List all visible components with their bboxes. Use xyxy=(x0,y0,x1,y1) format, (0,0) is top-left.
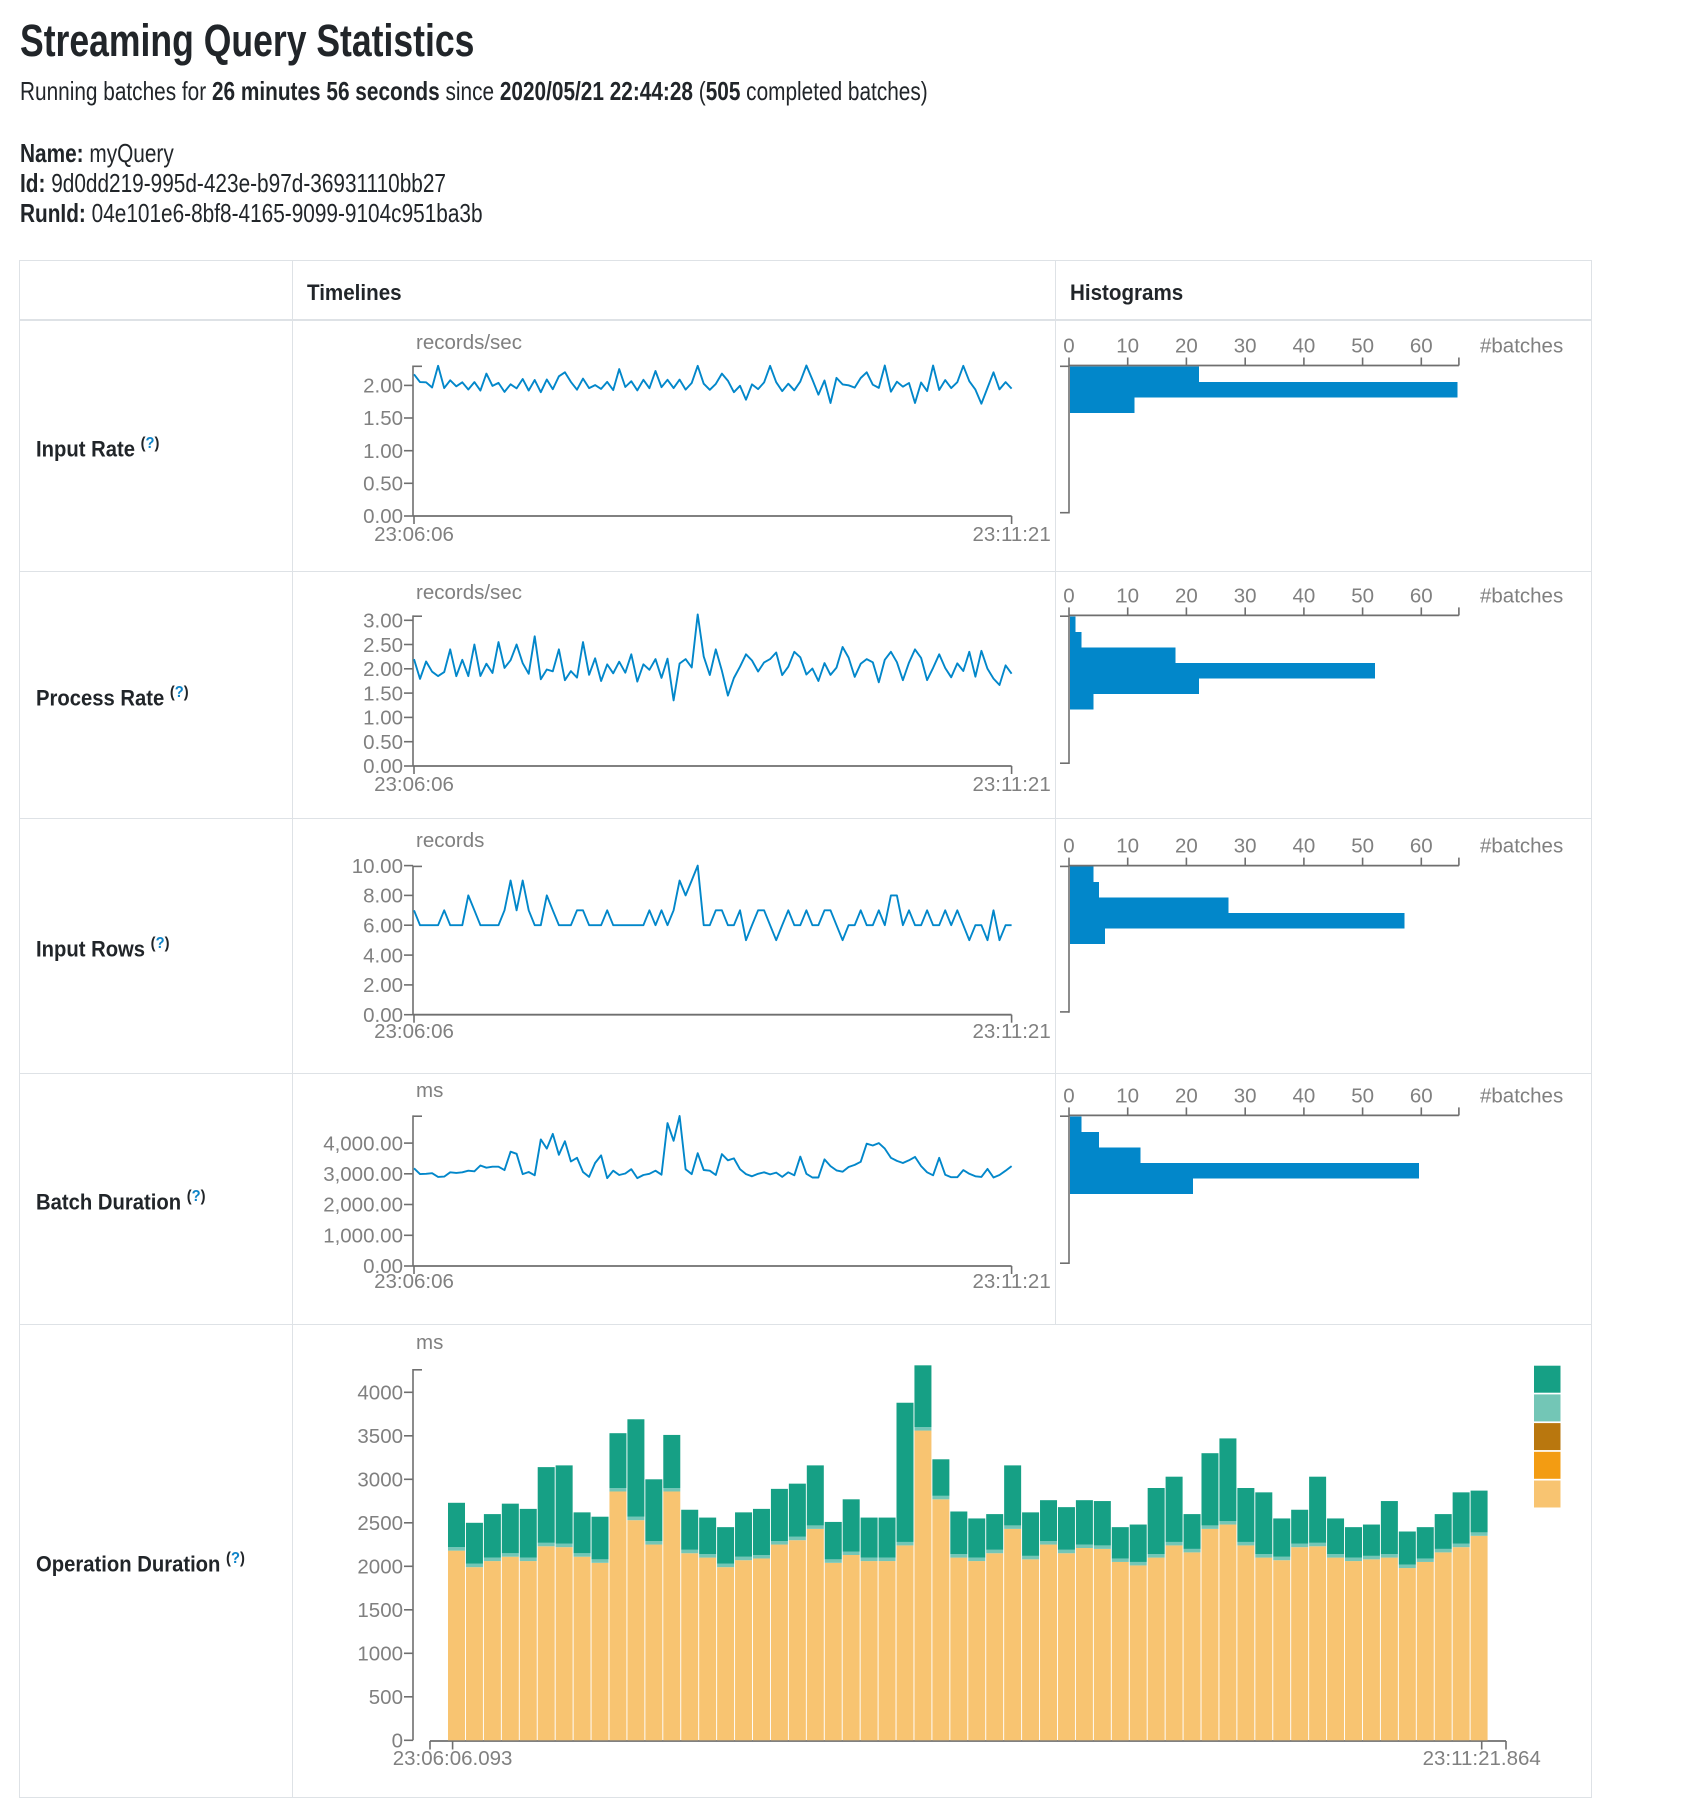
svg-text:0.00: 0.00 xyxy=(363,755,403,778)
svg-text:2000: 2000 xyxy=(357,1556,403,1579)
svg-text:23:11:21: 23:11:21 xyxy=(972,1270,1050,1293)
svg-text:records/sec: records/sec xyxy=(416,581,522,604)
svg-text:2.00: 2.00 xyxy=(363,658,403,681)
svg-text:23:06:06: 23:06:06 xyxy=(374,523,454,546)
svg-text:20: 20 xyxy=(1175,835,1198,858)
svg-text:0: 0 xyxy=(392,1730,403,1753)
svg-text:20: 20 xyxy=(1175,335,1198,358)
svg-text:20: 20 xyxy=(1175,1084,1198,1107)
svg-text:1.50: 1.50 xyxy=(363,682,403,705)
svg-text:2,000.00: 2,000.00 xyxy=(323,1194,403,1217)
svg-text:30: 30 xyxy=(1234,1084,1257,1107)
svg-text:40: 40 xyxy=(1292,1084,1315,1107)
svg-text:23:11:21: 23:11:21 xyxy=(972,1020,1050,1043)
svg-text:0.00: 0.00 xyxy=(363,1255,403,1278)
svg-text:50: 50 xyxy=(1351,835,1374,858)
svg-text:40: 40 xyxy=(1292,835,1315,858)
svg-text:0: 0 xyxy=(1063,1084,1074,1107)
svg-text:30: 30 xyxy=(1234,584,1257,607)
svg-text:50: 50 xyxy=(1351,335,1374,358)
svg-text:3500: 3500 xyxy=(357,1425,403,1448)
svg-text:2.00: 2.00 xyxy=(363,974,403,997)
svg-text:50: 50 xyxy=(1351,1084,1374,1107)
svg-text:records: records xyxy=(416,829,484,852)
svg-text:10.00: 10.00 xyxy=(352,855,403,878)
svg-text:4000: 4000 xyxy=(357,1382,403,1405)
svg-text:4,000.00: 4,000.00 xyxy=(323,1132,403,1155)
svg-text:3,000.00: 3,000.00 xyxy=(323,1163,403,1186)
svg-text:23:06:06.093: 23:06:06.093 xyxy=(393,1747,513,1770)
svg-text:ms: ms xyxy=(416,1079,443,1102)
svg-text:2.50: 2.50 xyxy=(363,634,403,657)
svg-text:ms: ms xyxy=(416,1331,443,1354)
svg-text:10: 10 xyxy=(1116,835,1139,858)
svg-text:0.00: 0.00 xyxy=(363,505,403,528)
svg-text:0: 0 xyxy=(1063,584,1074,607)
svg-text:3000: 3000 xyxy=(357,1469,403,1492)
svg-text:6.00: 6.00 xyxy=(363,914,403,937)
svg-text:60: 60 xyxy=(1410,335,1433,358)
svg-text:23:06:06: 23:06:06 xyxy=(374,1020,454,1043)
svg-text:3.00: 3.00 xyxy=(363,610,403,633)
svg-text:0: 0 xyxy=(1063,835,1074,858)
svg-text:#batches: #batches xyxy=(1480,835,1563,858)
svg-text:60: 60 xyxy=(1410,835,1433,858)
svg-text:records/sec: records/sec xyxy=(416,331,522,354)
svg-text:23:06:06: 23:06:06 xyxy=(374,773,454,796)
svg-text:10: 10 xyxy=(1116,584,1139,607)
svg-text:20: 20 xyxy=(1175,584,1198,607)
svg-text:23:11:21: 23:11:21 xyxy=(972,523,1050,546)
svg-text:23:11:21.864: 23:11:21.864 xyxy=(1423,1747,1541,1770)
svg-text:0.00: 0.00 xyxy=(363,1004,403,1027)
svg-text:1.50: 1.50 xyxy=(363,407,403,430)
svg-text:1500: 1500 xyxy=(357,1599,403,1622)
svg-text:2500: 2500 xyxy=(357,1512,403,1535)
svg-text:#batches: #batches xyxy=(1480,1084,1563,1107)
svg-text:60: 60 xyxy=(1410,1084,1433,1107)
svg-text:40: 40 xyxy=(1292,584,1315,607)
svg-text:0.50: 0.50 xyxy=(363,473,403,496)
svg-text:0.50: 0.50 xyxy=(363,731,403,754)
svg-text:50: 50 xyxy=(1351,584,1374,607)
svg-text:10: 10 xyxy=(1116,1084,1139,1107)
svg-text:1,000.00: 1,000.00 xyxy=(323,1225,403,1248)
svg-text:23:06:06: 23:06:06 xyxy=(374,1270,454,1293)
svg-text:23:11:21: 23:11:21 xyxy=(972,773,1050,796)
svg-text:40: 40 xyxy=(1292,335,1315,358)
svg-text:30: 30 xyxy=(1234,335,1257,358)
svg-text:30: 30 xyxy=(1234,835,1257,858)
svg-text:10: 10 xyxy=(1116,335,1139,358)
svg-text:0: 0 xyxy=(1063,335,1074,358)
svg-text:2.00: 2.00 xyxy=(363,375,403,398)
svg-text:60: 60 xyxy=(1410,584,1433,607)
svg-text:500: 500 xyxy=(369,1686,403,1709)
svg-text:#batches: #batches xyxy=(1480,584,1563,607)
svg-text:#batches: #batches xyxy=(1480,335,1563,358)
svg-text:4.00: 4.00 xyxy=(363,944,403,967)
svg-text:1.00: 1.00 xyxy=(363,440,403,463)
svg-text:1.00: 1.00 xyxy=(363,707,403,730)
svg-text:8.00: 8.00 xyxy=(363,885,403,908)
svg-text:1000: 1000 xyxy=(357,1643,403,1666)
